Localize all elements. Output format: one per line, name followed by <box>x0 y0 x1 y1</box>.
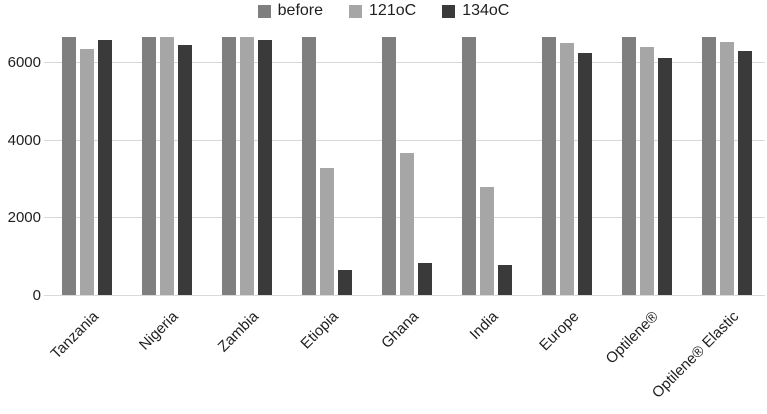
x-label-zambia: Zambia <box>214 308 263 356</box>
gridline-6000 <box>44 61 765 63</box>
plot-area <box>44 24 765 296</box>
bar-121oC-Etiopia <box>320 167 334 295</box>
chart-legend: before 121oC 134oC <box>0 2 767 20</box>
bar-134oC-Ghana <box>418 262 432 295</box>
legend-swatch-before <box>257 4 271 18</box>
bar-121oC-Optilene® Elastic <box>720 42 734 295</box>
gridline-4000 <box>44 139 765 141</box>
bar-121oC-Zambia <box>240 37 254 295</box>
legend-item-before: before <box>257 2 324 20</box>
bar-before-Europe <box>542 37 556 295</box>
bar-134oC-Zambia <box>258 39 272 295</box>
x-label-optilene-: Optilene® <box>602 308 663 368</box>
x-label-tanzania: Tanzania <box>47 308 103 363</box>
bar-121oC-Optilene® <box>640 46 654 295</box>
legend-swatch-134oc <box>442 4 456 18</box>
x-label-ghana: Ghana <box>378 308 423 352</box>
legend-label-134oc: 134oC <box>462 2 510 19</box>
y-tick-label-0: 0 <box>32 287 41 304</box>
bar-before-Optilene® Elastic <box>702 37 716 295</box>
bar-before-Zambia <box>222 37 236 295</box>
bar-134oC-Etiopia <box>338 270 352 295</box>
y-tick-label-2000: 2000 <box>7 209 41 227</box>
bar-121oC-Tanzania <box>80 49 94 295</box>
bar-134oC-Optilene® <box>658 57 672 295</box>
bar-before-Ghana <box>382 37 396 295</box>
bar-134oC-Europe <box>578 53 592 295</box>
bar-134oC-Nigeria <box>178 44 192 295</box>
y-tick-label-6000: 6000 <box>7 53 41 71</box>
bar-134oC-India <box>498 264 512 295</box>
y-tick-label-4000: 4000 <box>7 131 41 149</box>
x-label-nigeria: Nigeria <box>136 308 183 354</box>
bar-121oC-India <box>480 186 494 295</box>
bar-before-Nigeria <box>142 37 156 295</box>
bar-before-Tanzania <box>62 37 76 295</box>
x-label-optilene-elastic: Optilene® Elastic <box>648 308 743 402</box>
x-label-india: India <box>466 308 503 344</box>
legend-swatch-121oc <box>349 4 363 18</box>
x-label-etiopia: Etiopia <box>297 308 343 353</box>
legend-label-121oc: 121oC <box>369 2 417 19</box>
bar-121oC-Nigeria <box>160 37 174 295</box>
bar-134oC-Optilene® Elastic <box>738 51 752 295</box>
bar-121oC-Ghana <box>400 152 414 295</box>
x-axis-line <box>44 295 765 296</box>
bar-121oC-Europe <box>560 42 574 295</box>
bar-before-Optilene® <box>622 37 636 295</box>
x-label-europe: Europe <box>535 308 583 355</box>
legend-item-121oc: 121oC <box>349 2 416 20</box>
legend-item-134oc: 134oC <box>442 2 509 20</box>
legend-label-before: before <box>277 2 324 19</box>
bar-134oC-Tanzania <box>98 40 112 295</box>
bar-before-Etiopia <box>302 37 316 295</box>
bar-before-India <box>462 37 476 295</box>
